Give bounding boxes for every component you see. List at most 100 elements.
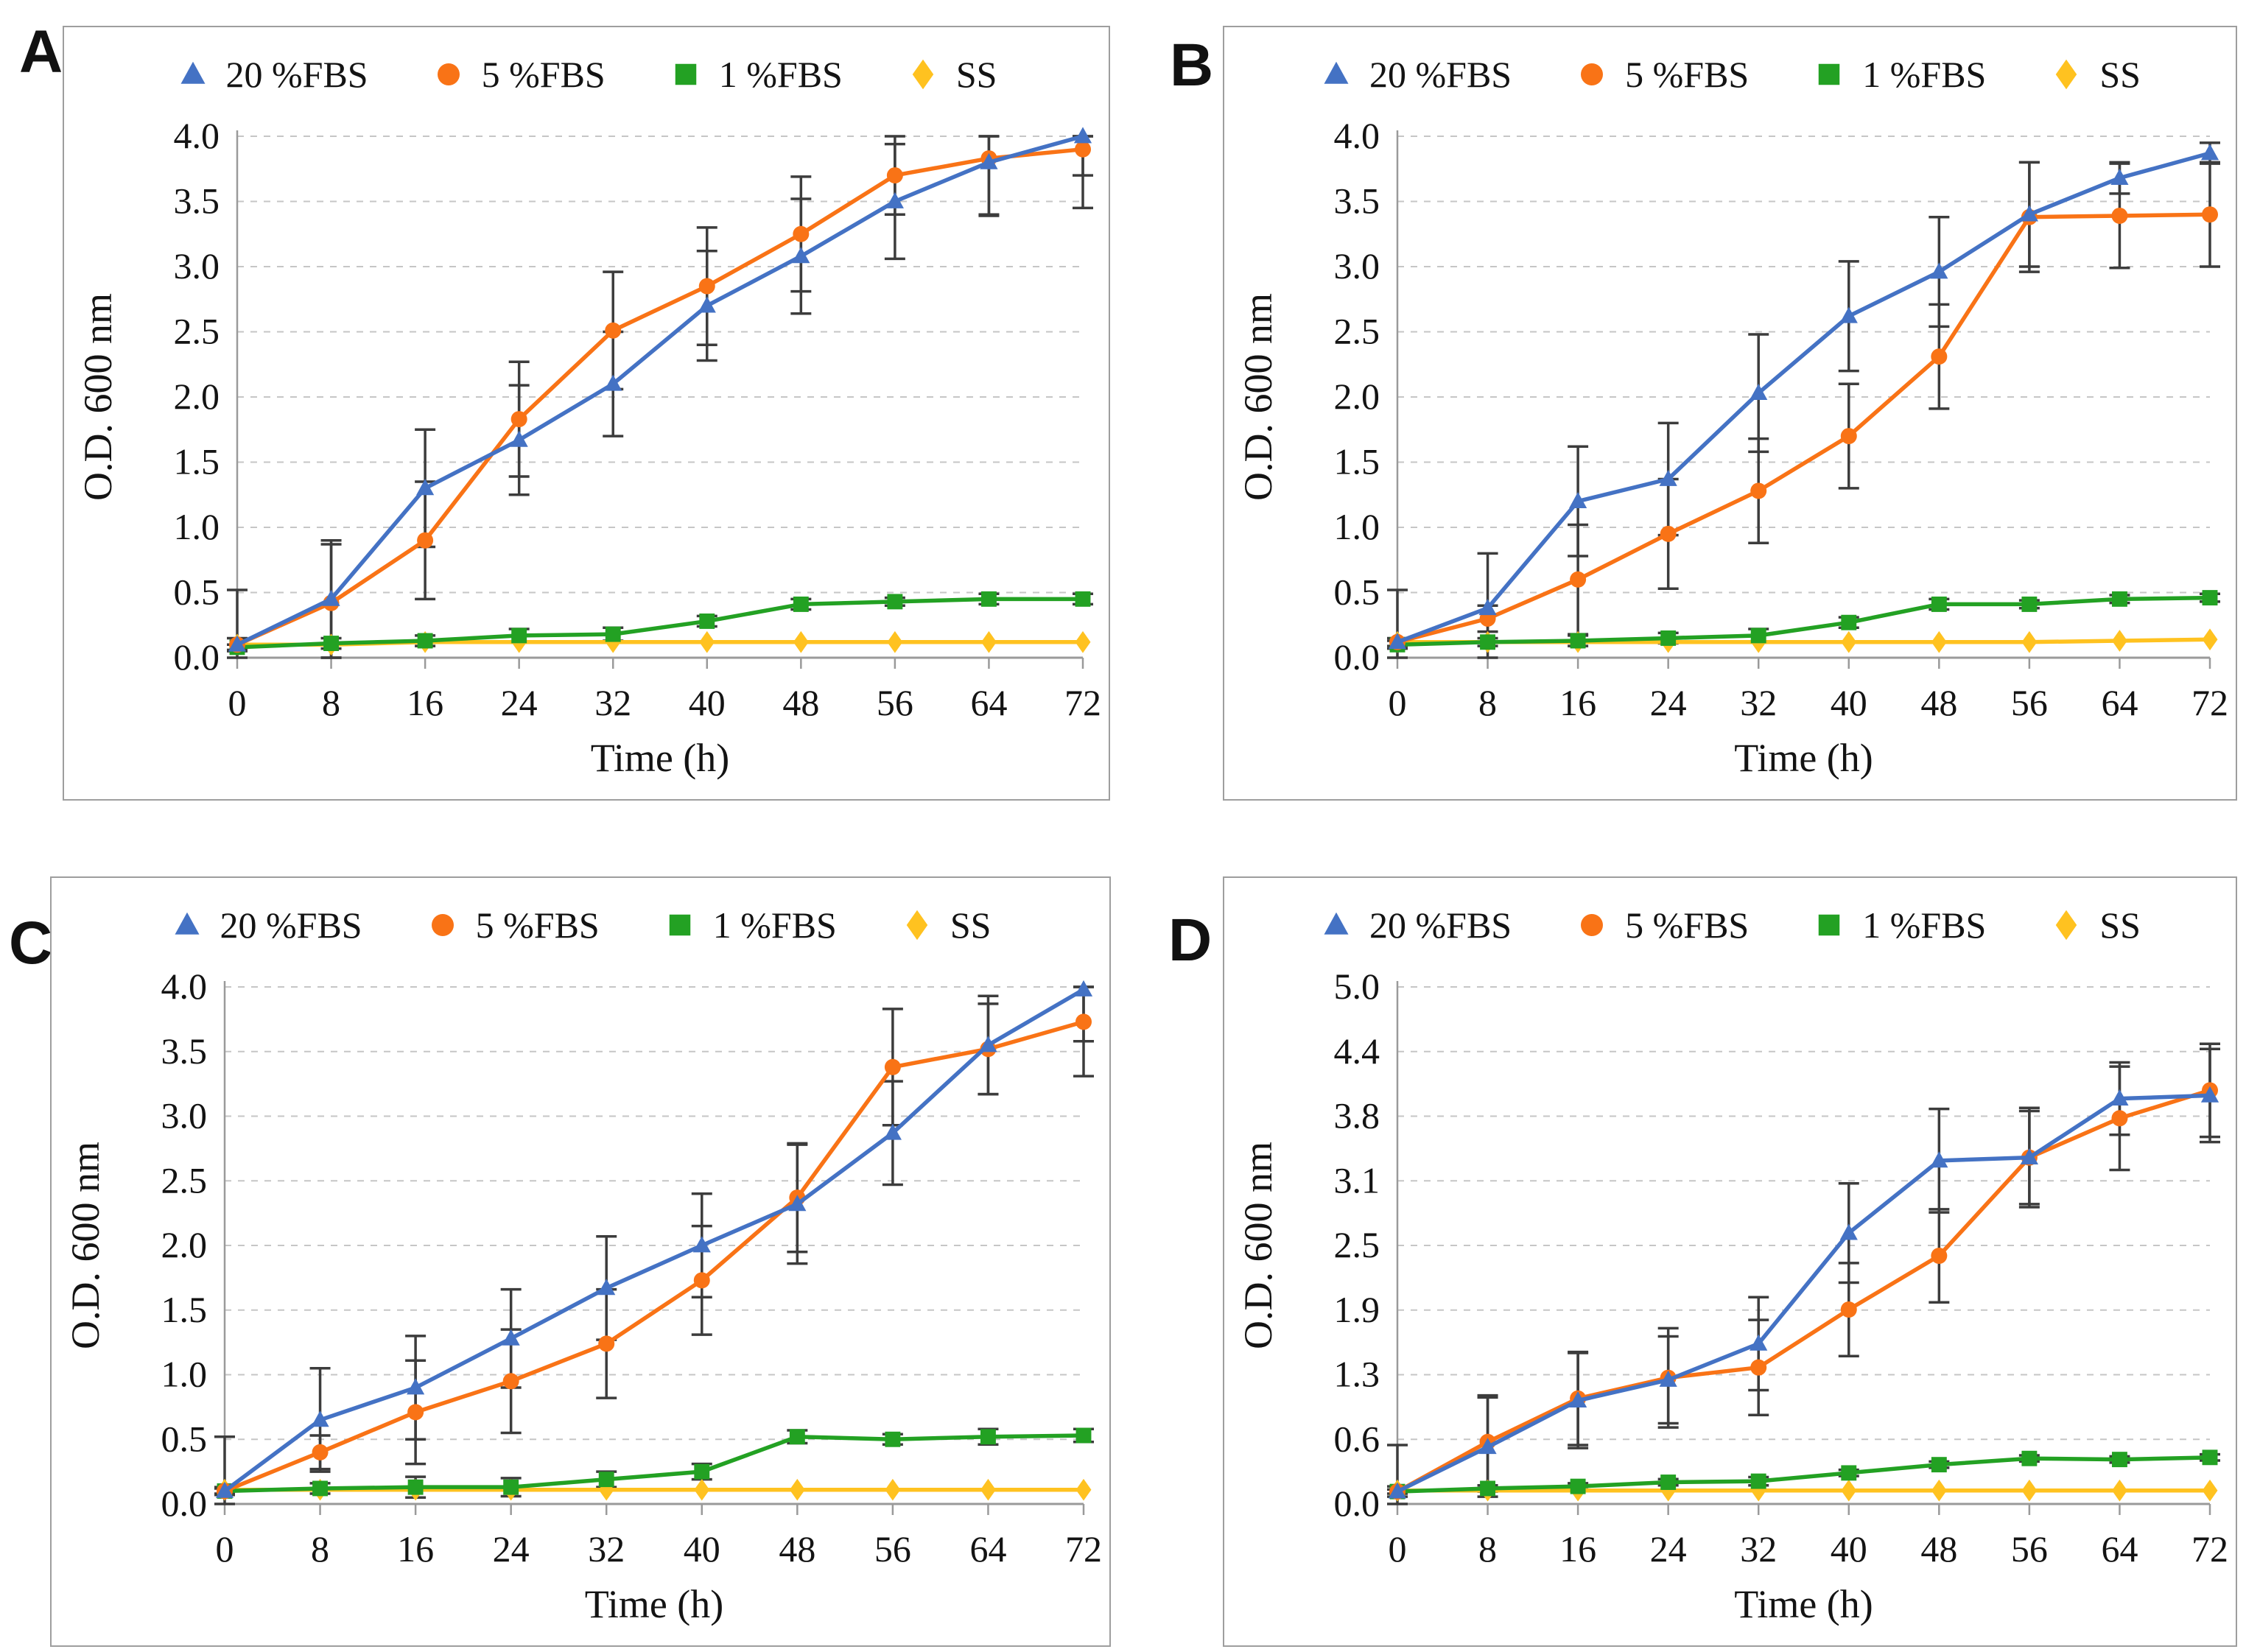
- x-axis-title: Time (h): [591, 736, 730, 780]
- data-point-20-fbs: [597, 1279, 616, 1296]
- data-point-20-fbs: [1839, 1223, 1858, 1240]
- y-tick-label: 5.0: [1334, 966, 1380, 1007]
- legend-label: 20 %FBS: [220, 904, 362, 946]
- growth-curve-panel-b: 20 %FBS 5 %FBS 1 %FBS SS 0.0 0.5 1.0 1.5 2.0 2.5…: [1223, 26, 2237, 801]
- legend: 20 %FBS 5 %FBS 1 %FBS SS: [1224, 43, 2236, 105]
- data-point-5-fbs: [1075, 1013, 1092, 1030]
- panel-label-b: B: [1170, 32, 1214, 99]
- data-point-20-fbs: [2110, 1089, 2129, 1106]
- legend-label: 1 %FBS: [1862, 904, 1987, 946]
- series-line-20-fbs: [1395, 1093, 2212, 1494]
- legend-marker-20-fbs: [1324, 912, 1349, 935]
- data-point-5-fbs: [1750, 1359, 1767, 1376]
- y-tick-label: 2.5: [1334, 311, 1380, 352]
- data-point-1-fbs: [1931, 596, 1947, 612]
- data-point-ss: [598, 1478, 614, 1501]
- y-tick-label: 0.0: [161, 1483, 208, 1524]
- legend-marker-circle-icon: [431, 914, 454, 936]
- data-point-5-fbs: [1570, 571, 1587, 588]
- data-point-1-fbs: [980, 591, 997, 607]
- data-point-20-fbs: [604, 374, 622, 391]
- x-tick-label: 72: [2191, 682, 2228, 723]
- data-point-20-fbs: [1478, 599, 1497, 616]
- data-point-20-fbs: [1388, 633, 1407, 650]
- legend-marker-20-fbs: [1324, 61, 1349, 84]
- legend-label: 1 %FBS: [712, 904, 837, 946]
- y-tick-label: 1.0: [161, 1354, 208, 1395]
- x-tick-label: 0: [216, 1528, 234, 1570]
- data-point-20-fbs: [1930, 262, 1948, 279]
- data-point-ss: [2202, 628, 2218, 651]
- legend-label: 5 %FBS: [481, 54, 606, 95]
- y-axis-title: O.D. 600 nm: [76, 293, 120, 501]
- data-point-5-fbs: [312, 1444, 329, 1461]
- data-point-20-fbs: [1750, 384, 1768, 401]
- legend-label: 20 %FBS: [1369, 904, 1512, 946]
- y-tick-label: 2.0: [161, 1224, 208, 1265]
- legend-label: 1 %FBS: [1862, 54, 1987, 95]
- series-line-1-fbs: [1395, 595, 2212, 647]
- x-tick-label: 56: [2011, 1528, 2048, 1570]
- legend-label: 5 %FBS: [1625, 904, 1750, 946]
- data-point-20-fbs: [1659, 1370, 1677, 1387]
- y-tick-label: 1.0: [174, 506, 220, 547]
- data-point-1-fbs: [2111, 1452, 2127, 1468]
- legend-item-5-fbs: 5 %FBS: [1575, 53, 1749, 96]
- x-tick-label: 8: [322, 682, 340, 723]
- x-tick-label: 8: [1478, 1528, 1497, 1570]
- legend-marker-square-icon: [1819, 63, 1840, 85]
- legend-marker-ss: [912, 59, 934, 90]
- legend-label: SS: [950, 904, 992, 946]
- data-point-5-fbs: [2111, 207, 2128, 224]
- data-point-1-fbs: [793, 596, 809, 612]
- legend-item-5-fbs: 5 %FBS: [426, 904, 600, 946]
- x-tick-label: 16: [1559, 1528, 1596, 1570]
- legend-item-ss: SS: [906, 53, 997, 96]
- data-point-ss: [1931, 630, 1947, 653]
- legend-marker-1-fbs: [1819, 63, 1840, 85]
- data-point-20-fbs: [2200, 144, 2219, 161]
- data-point-1-fbs: [885, 1431, 901, 1447]
- y-tick-label: 4.0: [161, 966, 208, 1007]
- data-point-5-fbs: [698, 278, 715, 295]
- y-tick-label: 3.1: [1334, 1159, 1380, 1201]
- legend: 20 %FBS 5 %FBS 1 %FBS SS: [1224, 894, 2236, 956]
- data-point-20-fbs: [692, 1236, 711, 1253]
- x-tick-label: 64: [2101, 682, 2138, 723]
- data-point-5-fbs: [1750, 482, 1767, 499]
- x-tick-label: 0: [1389, 682, 1407, 723]
- legend-marker-triangle-icon: [180, 61, 205, 84]
- legend-label: 20 %FBS: [1369, 54, 1512, 95]
- legend-label: SS: [2099, 54, 2141, 95]
- data-point-20-fbs: [416, 479, 435, 496]
- data-point-1-fbs: [1075, 591, 1091, 607]
- y-tick-label: 4.0: [1334, 115, 1380, 156]
- legend-label: 5 %FBS: [475, 904, 600, 946]
- data-point-ss: [2021, 1479, 2038, 1502]
- data-point-1-fbs: [1570, 1478, 1586, 1494]
- data-point-5-fbs: [510, 411, 527, 428]
- data-point-1-fbs: [511, 628, 527, 644]
- legend-item-1-fbs: 1 %FBS: [1812, 904, 1986, 946]
- data-point-1-fbs: [1841, 1465, 1857, 1481]
- data-point-1-fbs: [1570, 633, 1586, 649]
- legend-marker-5-fbs: [437, 63, 460, 85]
- legend-marker-1-fbs: [669, 914, 690, 936]
- legend-label: 1 %FBS: [718, 54, 843, 95]
- legend-marker-square-icon: [1819, 914, 1840, 936]
- legend-item-ss: SS: [900, 904, 992, 946]
- data-point-5-fbs: [1840, 428, 1857, 445]
- x-tick-label: 56: [877, 682, 913, 723]
- y-tick-label: 1.0: [1334, 506, 1380, 547]
- data-point-ss: [694, 1478, 710, 1501]
- x-tick-label: 16: [407, 682, 443, 723]
- legend-marker-5-fbs: [1581, 914, 1604, 936]
- legend: 20 %FBS 5 %FBS 1 %FBS SS: [52, 894, 1109, 956]
- series-line-5-fbs: [235, 147, 1085, 647]
- series-line-1-fbs: [235, 597, 1085, 650]
- legend-marker-diamond-icon: [912, 59, 934, 90]
- chart-plot-area: 0.0 0.5 1.0 1.5 2.0 2.5 3.0 3.5 4.0 0 8 16 24 32 40 48 5…: [1236, 115, 2228, 780]
- legend-item-20-fbs: 20 %FBS: [170, 904, 362, 946]
- data-point-ss: [605, 630, 621, 653]
- legend-item-ss: SS: [2049, 904, 2141, 946]
